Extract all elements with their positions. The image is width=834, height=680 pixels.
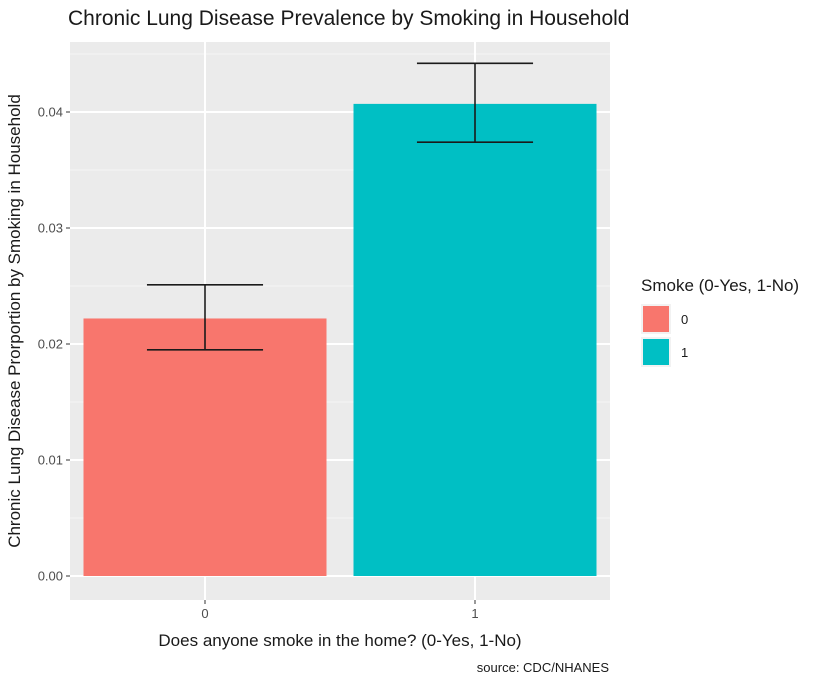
- x-tick-label: 0: [201, 606, 208, 621]
- error-bars: [146, 62, 534, 351]
- bar-1: [353, 103, 597, 576]
- y-tick-label: 0.02: [38, 337, 63, 352]
- legend-label-1: 1: [681, 345, 688, 360]
- y-axis: 0.00 0.01 0.02 0.03 0.04: [38, 105, 70, 584]
- error-bar-1: [416, 62, 534, 143]
- source-caption: source: CDC/NHANES: [477, 660, 610, 675]
- legend-label-0: 0: [681, 312, 688, 327]
- y-axis-title: Chronic Lung Disease Prorportion by Smok…: [5, 94, 24, 548]
- legend-swatch-0: [643, 306, 669, 332]
- legend: 01: [641, 304, 688, 367]
- chart-title: Chronic Lung Disease Prevalence by Smoki…: [68, 7, 629, 30]
- legend-title: Smoke (0-Yes, 1-No): [641, 276, 799, 295]
- y-tick-label: 0.01: [38, 453, 63, 468]
- legend-swatch-1: [643, 339, 669, 365]
- error-bar-0: [146, 284, 264, 351]
- bar-0: [83, 318, 327, 576]
- y-tick-label: 0.03: [38, 221, 63, 236]
- x-axis-title: Does anyone smoke in the home? (0-Yes, 1…: [158, 631, 521, 650]
- y-tick-label: 0.00: [38, 569, 63, 584]
- y-tick-label: 0.04: [38, 105, 63, 120]
- bars: [83, 103, 597, 576]
- x-tick-label: 1: [471, 606, 478, 621]
